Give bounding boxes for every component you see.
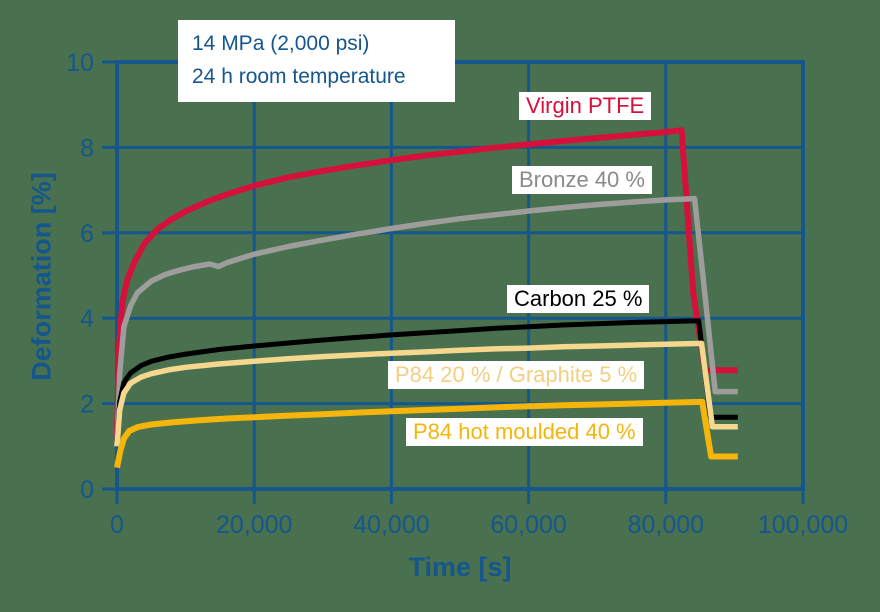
x-tick-label: 100,000 (758, 511, 848, 539)
x-axis-title: Time [s] (408, 552, 512, 582)
x-tick-label: 40,000 (353, 511, 429, 539)
series-line-virgin-ptfe (114, 127, 738, 438)
y-tick-label: 8 (80, 134, 94, 162)
x-tick-label: 20,000 (216, 511, 292, 539)
y-tick-label: 10 (66, 49, 94, 77)
y-tick-label: 4 (80, 305, 94, 333)
y-tick-label: 0 (80, 476, 94, 504)
x-tick-label: 60,000 (490, 511, 566, 539)
series-line-carbon-25 (114, 318, 738, 443)
series-line-p84-hot-moulded-40 (114, 398, 738, 469)
y-tick-label: 6 (80, 220, 94, 248)
test-conditions-annotation: 14 MPa (2,000 psi) 24 h room temperature (178, 20, 455, 102)
annotation-duration: 24 h room temperature (192, 65, 406, 88)
annotation-pressure: 14 MPa (2,000 psi) (192, 32, 370, 55)
series-label-bronze-40: Bronze 40 % (512, 166, 652, 194)
series-line-bronze-40 (114, 195, 738, 447)
series-label-carbon-25: Carbon 25 % (507, 285, 650, 313)
series-label-virgin-ptfe: Virgin PTFE (519, 92, 652, 120)
series-label-p84-20-graphite-5: P84 20 % / Graphite 5 % (388, 361, 645, 389)
series-label-p84-hot-moulded-40: P84 hot moulded 40 % (406, 418, 643, 446)
y-axis-title: Deformation [%] (26, 172, 57, 381)
y-tick-label: 2 (80, 391, 94, 419)
series-line-p84-20-graphite-5 (114, 340, 738, 447)
plot-border (115, 60, 805, 491)
x-tick-label: 0 (110, 511, 124, 539)
x-tick-label: 80,000 (628, 511, 704, 539)
